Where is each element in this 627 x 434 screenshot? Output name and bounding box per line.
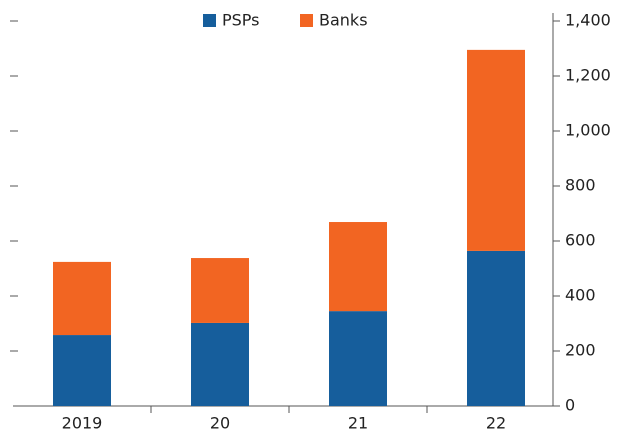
legend-label: PSPs bbox=[222, 11, 260, 30]
legend-swatch bbox=[300, 14, 313, 27]
x-tick-label: 2019 bbox=[62, 414, 103, 433]
x-tick-label: 21 bbox=[348, 414, 368, 433]
bar bbox=[467, 250, 525, 406]
bar bbox=[329, 311, 387, 406]
bar bbox=[53, 335, 111, 406]
y-tick-label: 1,400 bbox=[565, 11, 611, 30]
x-tick-label: 22 bbox=[486, 414, 506, 433]
bar bbox=[191, 258, 249, 323]
bar bbox=[467, 49, 525, 251]
y-tick-label: 1,200 bbox=[565, 66, 611, 85]
y-tick-label: 800 bbox=[565, 176, 596, 195]
y-tick-label: 0 bbox=[565, 396, 575, 415]
legend-swatch bbox=[203, 14, 216, 27]
bar bbox=[191, 322, 249, 406]
bar bbox=[329, 222, 387, 312]
bar bbox=[53, 261, 111, 336]
y-tick-label: 1,000 bbox=[565, 121, 611, 140]
y-tick-label: 200 bbox=[565, 341, 596, 360]
legend-label: Banks bbox=[319, 11, 368, 30]
y-tick-label: 600 bbox=[565, 231, 596, 250]
y-tick-label: 400 bbox=[565, 286, 596, 305]
x-tick-label: 20 bbox=[210, 414, 230, 433]
